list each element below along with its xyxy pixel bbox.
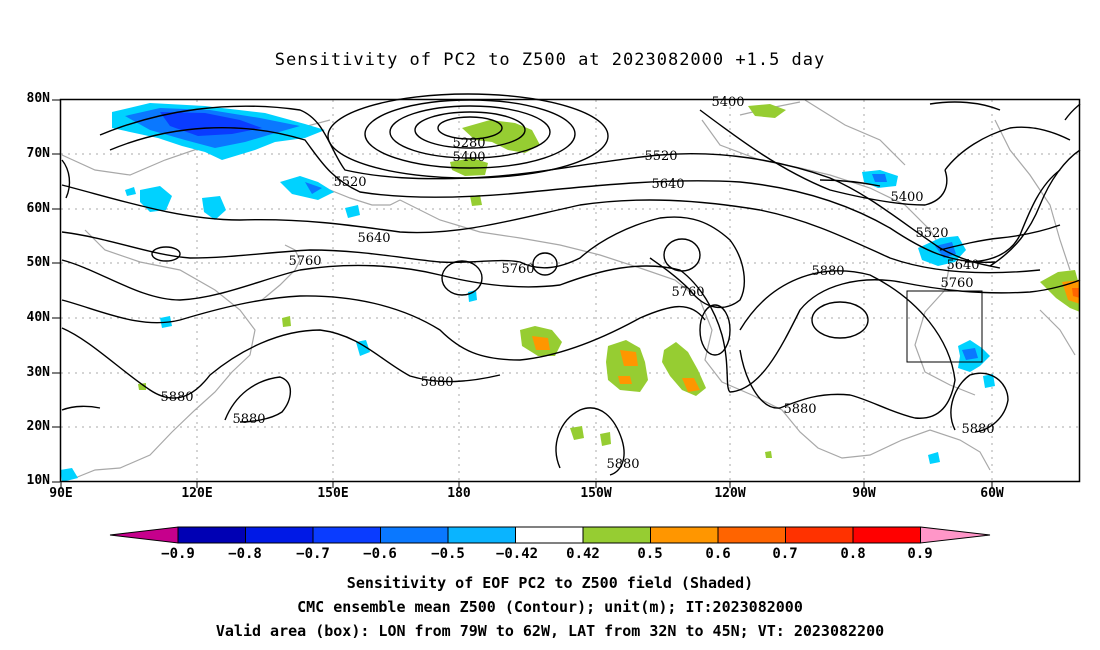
contour-label-5280: 5280 — [452, 136, 485, 151]
contour-label-5880-gulf: 5880 — [783, 402, 816, 417]
colorbar-label: 0.5 — [637, 546, 663, 562]
z500-contours — [61, 93, 1081, 476]
contour-label-5880-sw: 5880 — [232, 412, 265, 427]
lat-label-10n: 10N — [26, 473, 50, 488]
colorbar-swatch — [650, 526, 719, 544]
lon-label-120w: 120W — [714, 486, 746, 501]
colorbar-label: 0.9 — [907, 546, 933, 562]
lon-label-120e: 120E — [181, 486, 213, 501]
contour-label-5400-center: 5400 — [452, 150, 485, 165]
lat-label-30n: 30N — [26, 365, 50, 380]
colorbar-swatch — [245, 526, 314, 544]
axis-ticks — [52, 99, 993, 488]
colorbar-swatch — [717, 526, 786, 544]
colorbar-label: −0.5 — [431, 546, 465, 562]
lat-label-40n: 40N — [26, 310, 50, 325]
caption-shading: Sensitivity of EOF PC2 to Z500 field (Sh… — [346, 574, 754, 592]
lon-label-60w: 60W — [980, 486, 1004, 501]
colorbar-high-arrow — [920, 526, 991, 544]
map-frame — [59, 98, 1081, 483]
colorbar-swatch — [515, 526, 584, 544]
gridlines — [61, 100, 1079, 482]
colorbar-label: −0.8 — [228, 546, 262, 562]
caption-valid-area: Valid area (box): LON from 79W to 62W, L… — [215, 622, 885, 640]
lat-label-70n: 70N — [26, 146, 50, 161]
colorbar-label: 0.8 — [840, 546, 866, 562]
map-title: Sensitivity of PC2 to Z500 at 2023082000… — [274, 50, 826, 70]
lat-label-80n: 80N — [26, 91, 50, 106]
colorbar-swatch — [785, 526, 854, 544]
colorbar-label: −0.9 — [161, 546, 195, 562]
caption-contour: CMC ensemble mean Z500 (Contour); unit(m… — [297, 598, 803, 616]
contour-labels: 5400 5280 5400 5520 5520 5640 5640 5760 … — [160, 95, 994, 472]
contour-label-5760-far-east: 5760 — [940, 276, 973, 291]
contour-label-5400-east: 5400 — [890, 190, 923, 205]
colorbar-swatch — [177, 526, 246, 544]
contour-label-5880-atlantic: 5880 — [961, 422, 994, 437]
lon-label-180: 180 — [447, 486, 471, 501]
colorbar-label: −0.6 — [363, 546, 397, 562]
contour-label-5880-central: 5880 — [811, 264, 844, 279]
lon-label-90w: 90W — [852, 486, 876, 501]
contour-label-5520-west: 5520 — [333, 175, 366, 190]
lat-label-20n: 20N — [26, 419, 50, 434]
contour-label-5640-east: 5640 — [946, 258, 979, 273]
sensitivity-shading — [60, 103, 1080, 482]
lon-label-150e: 150E — [317, 486, 349, 501]
contour-label-5640-mid: 5640 — [651, 177, 684, 192]
lat-label-60n: 60N — [26, 201, 50, 216]
contour-label-5520-east: 5520 — [915, 226, 948, 241]
colorbar-swatch — [447, 526, 516, 544]
coastlines — [61, 99, 1076, 479]
contour-label-5640-west: 5640 — [357, 231, 390, 246]
lon-label-90e: 90E — [49, 486, 73, 501]
colorbar-swatch — [312, 526, 381, 544]
colorbar-low-arrow — [109, 526, 179, 544]
colorbar-label: 0.6 — [705, 546, 731, 562]
colorbar-label: 0.7 — [772, 546, 798, 562]
colorbar-swatch — [852, 526, 921, 544]
colorbar — [109, 526, 991, 544]
lat-label-50n: 50N — [26, 255, 50, 270]
contour-label-5880-pacific: 5880 — [420, 375, 453, 390]
colorbar-label: 0.42 — [566, 546, 600, 562]
colorbar-swatch — [380, 526, 449, 544]
colorbar-label: −0.7 — [296, 546, 330, 562]
contour-label-5760-mid: 5760 — [501, 262, 534, 277]
contour-label-5520-mid: 5520 — [644, 149, 677, 164]
contour-label-5400-top: 5400 — [711, 95, 744, 110]
valid-area-box — [906, 290, 983, 363]
lon-label-150w: 150W — [580, 486, 612, 501]
contour-label-5880-south: 5880 — [606, 457, 639, 472]
contour-label-5760-east: 5760 — [671, 285, 704, 300]
contour-label-5760-west: 5760 — [288, 254, 321, 269]
colorbar-label: −0.42 — [495, 546, 539, 562]
colorbar-swatch — [582, 526, 651, 544]
contour-label-5880-west: 5880 — [160, 390, 193, 405]
